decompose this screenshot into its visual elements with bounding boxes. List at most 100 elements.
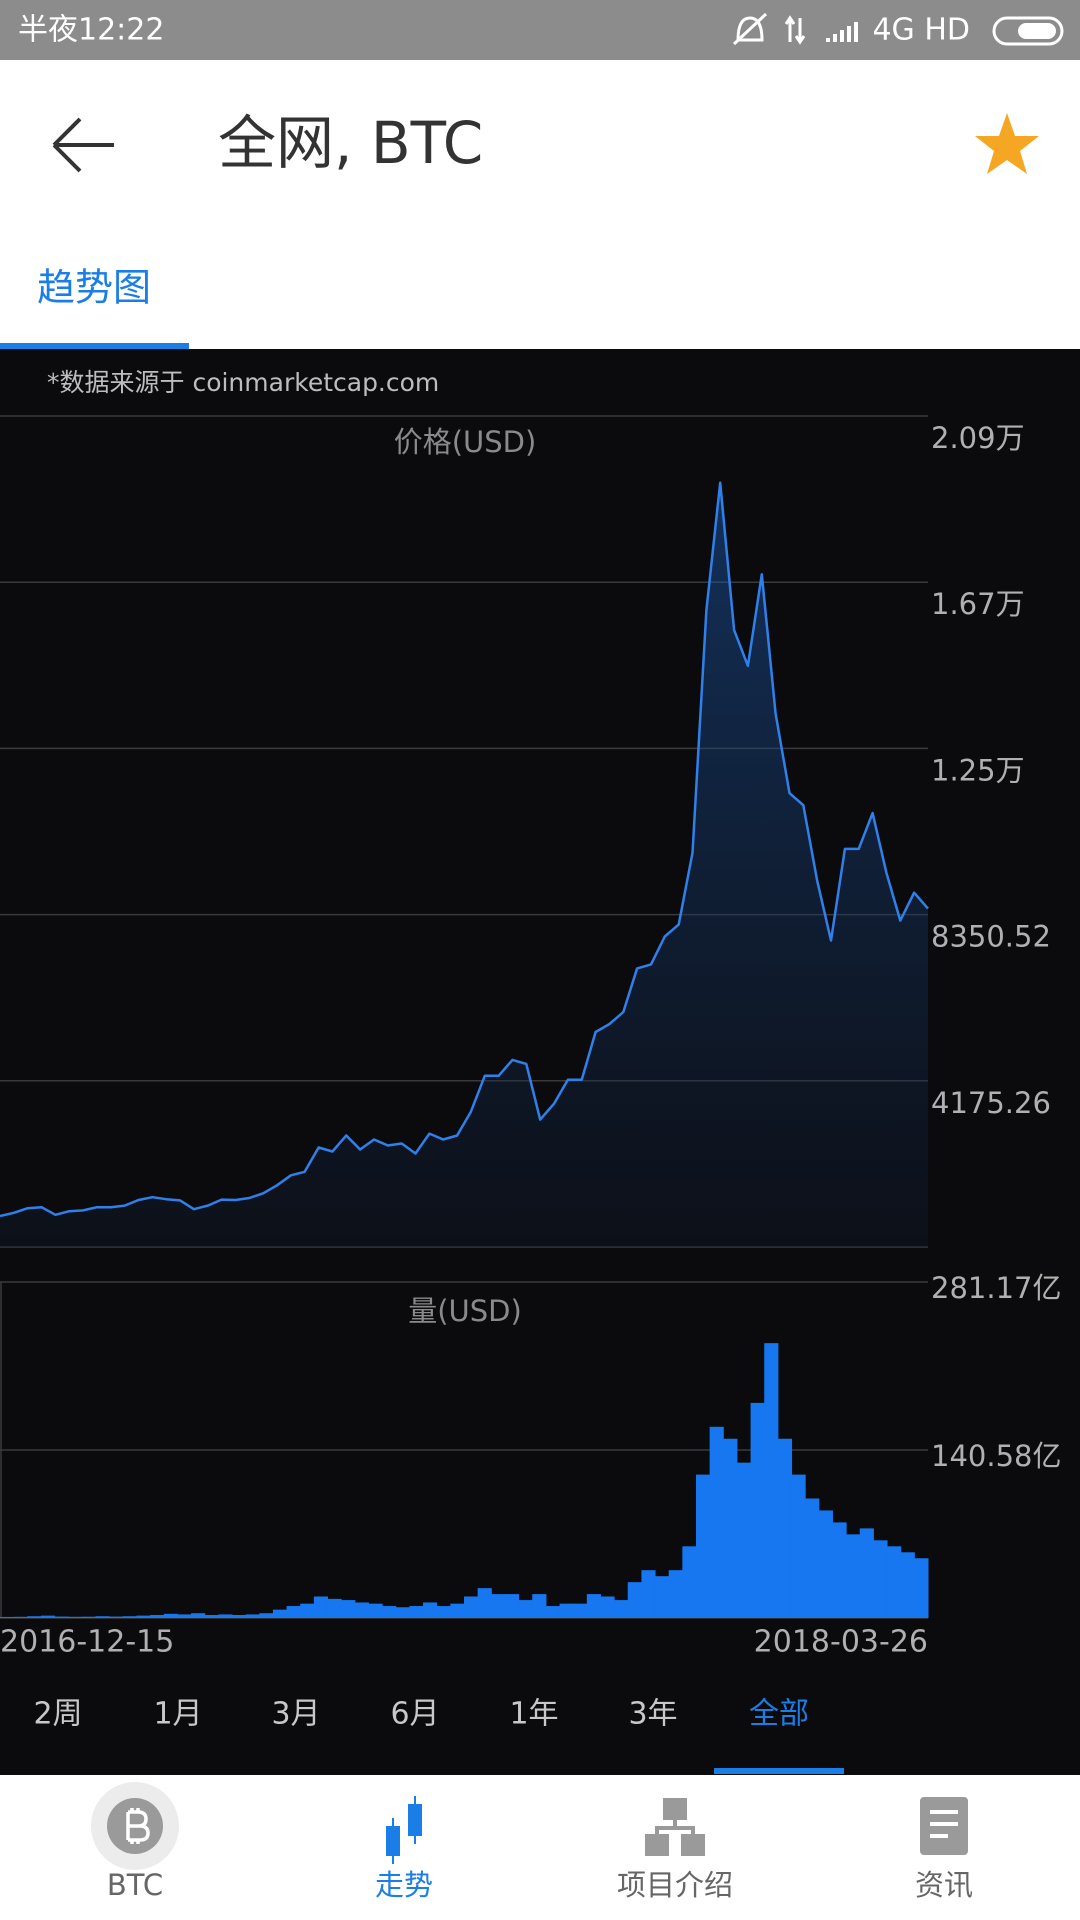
y-tick-label: 1.67万 [931, 587, 1025, 621]
btc-icon-glyph [126, 1808, 150, 1844]
volume-bar [545, 1606, 561, 1618]
volume-bar [40, 1615, 56, 1618]
volume-bar [354, 1602, 369, 1618]
y-tick-label: 140.58亿 [931, 1439, 1061, 1473]
volume-bar [218, 1614, 233, 1618]
volume-bar [655, 1576, 670, 1618]
period-button[interactable]: 3年 [628, 1697, 677, 1732]
volume-bar [887, 1546, 902, 1618]
volume-bar [95, 1616, 110, 1618]
volume-bar [341, 1600, 356, 1618]
volume-bar [477, 1588, 492, 1618]
news-icon [920, 1797, 968, 1855]
volume-bar [709, 1426, 724, 1618]
volume-bar [464, 1596, 479, 1618]
x-label-end: 2018-03-26 [754, 1625, 928, 1660]
nav-item[interactable]: 项目介绍 [617, 1868, 733, 1902]
volume-bar [914, 1558, 929, 1618]
page-title: 全网, BTC [218, 109, 483, 177]
volume-bar [805, 1498, 820, 1618]
volume-bar [846, 1534, 861, 1618]
volume-bar [586, 1594, 601, 1618]
period-indicator [714, 1768, 844, 1774]
volume-bar [0, 1616, 15, 1618]
bottom-nav [0, 1775, 1080, 1920]
volume-bar [450, 1603, 465, 1618]
volume-bar [81, 1616, 97, 1618]
status-bar [0, 0, 1080, 60]
volume-bar [409, 1606, 424, 1618]
volume-bar [559, 1603, 574, 1618]
volume-bar [641, 1570, 656, 1618]
volume-bar [614, 1600, 629, 1618]
nav-item[interactable]: 资讯 [915, 1868, 973, 1902]
period-button[interactable]: 1年 [509, 1697, 558, 1732]
nav-item[interactable]: BTC [107, 1868, 163, 1902]
volume-bar [491, 1594, 506, 1618]
price-area [0, 482, 928, 1247]
header [0, 60, 1080, 349]
volume-bar [204, 1615, 219, 1618]
volume-bar [750, 1402, 765, 1618]
tab[interactable]: 趋势图 [37, 266, 151, 310]
volume-bar [286, 1606, 301, 1618]
volume-bar [764, 1343, 779, 1618]
volume-bar [395, 1607, 410, 1618]
volume-bar [150, 1615, 165, 1618]
volume-bar [382, 1606, 397, 1618]
volume-bar [859, 1528, 874, 1618]
volume-bar [122, 1616, 137, 1618]
volume-bar [368, 1603, 383, 1618]
x-label-start: 2016-12-15 [0, 1625, 174, 1660]
volume-bar [109, 1616, 124, 1618]
volume-bar [518, 1600, 533, 1618]
status-icons [732, 12, 1064, 46]
volume-bar [13, 1616, 28, 1618]
period-button[interactable]: 6月 [390, 1697, 439, 1732]
volume-bar [163, 1613, 178, 1618]
volume-bar [259, 1613, 274, 1618]
volume-bar [818, 1510, 833, 1618]
status-time: 半夜12:22 [18, 13, 164, 48]
y-tick-label: 8350.52 [931, 920, 1051, 954]
period-button[interactable]: 全部 [749, 1697, 809, 1732]
price-line [0, 481, 929, 1218]
trend-icon [386, 1796, 422, 1864]
back-button[interactable] [52, 117, 114, 173]
volume-bar [191, 1613, 206, 1618]
volume-bar [27, 1616, 42, 1618]
volume-bar [136, 1615, 151, 1618]
chart-title: 量(USD) [408, 1294, 522, 1328]
volume-bar [873, 1540, 888, 1618]
y-tick-label: 4175.26 [931, 1086, 1051, 1120]
volume-bar [177, 1614, 192, 1618]
volume-bar [300, 1603, 315, 1618]
volume-bar [272, 1609, 288, 1618]
volume-bar [832, 1522, 847, 1618]
volume-bar [723, 1438, 738, 1618]
period-button[interactable]: 3月 [271, 1697, 320, 1732]
period-button[interactable]: 1月 [153, 1697, 202, 1732]
period-button[interactable]: 2周 [33, 1697, 82, 1732]
favorite-star[interactable] [975, 113, 1039, 174]
volume-bar [791, 1474, 806, 1618]
volume-bar [327, 1598, 342, 1618]
y-tick-label: 1.25万 [931, 753, 1025, 787]
volume-bar [736, 1462, 752, 1618]
volume-bar [682, 1546, 697, 1618]
volume-bar [423, 1602, 438, 1618]
volume-bar [504, 1594, 520, 1618]
status-network: 4G HD [872, 13, 970, 48]
volume-bar [532, 1594, 547, 1618]
volume-bar [696, 1474, 711, 1618]
project-icon [645, 1798, 705, 1856]
volume-bar [900, 1552, 915, 1618]
volume-bar [573, 1603, 588, 1618]
volume-bar [245, 1614, 260, 1618]
volume-bar [668, 1570, 683, 1618]
nav-item[interactable]: 走势 [375, 1868, 433, 1902]
volume-bar [232, 1615, 247, 1618]
volume-bar [777, 1438, 793, 1618]
chart-title: 价格(USD) [394, 425, 537, 459]
